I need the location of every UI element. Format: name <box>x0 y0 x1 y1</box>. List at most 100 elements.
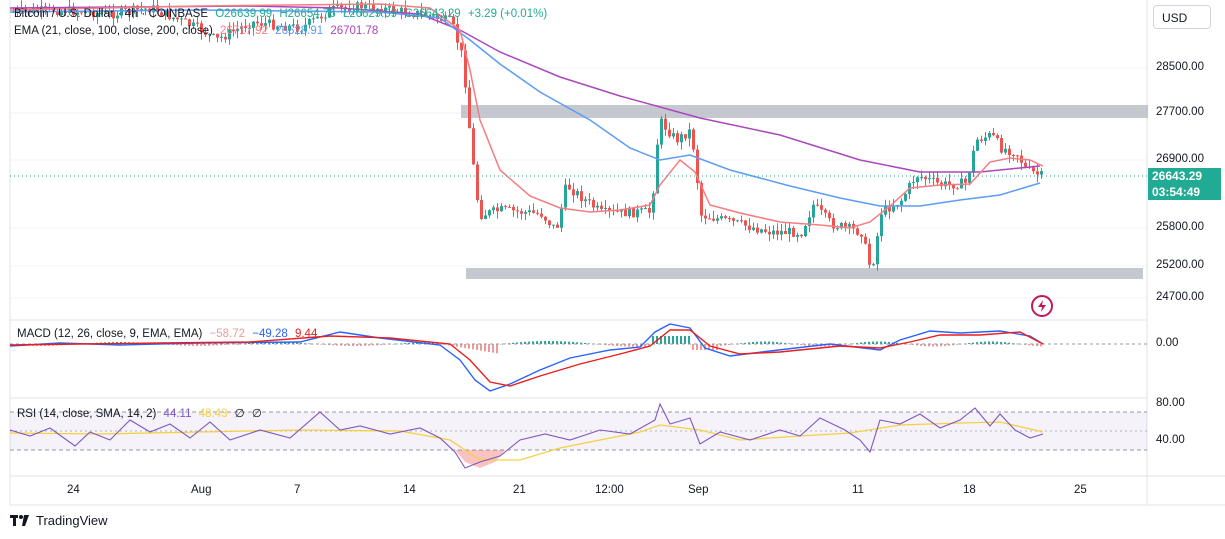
candle-body <box>580 191 583 202</box>
macd-histogram-bar <box>472 344 474 350</box>
candle-body <box>636 209 639 218</box>
macd-histogram-bar <box>196 344 198 346</box>
macd-histogram-bar <box>1004 342 1006 344</box>
rsi-legend[interactable]: RSI (14, close, SMA, 14, 2) 44.11 48.43 … <box>17 406 266 420</box>
candle-body <box>452 16 455 25</box>
candle-body <box>992 133 995 136</box>
lightning-icon[interactable] <box>1031 295 1053 317</box>
candle-body <box>912 182 915 184</box>
candle-body <box>176 17 179 20</box>
candle-body <box>748 225 751 230</box>
macd-histogram-bar <box>908 344 910 345</box>
candle-body <box>548 220 551 226</box>
candle-body <box>528 210 531 213</box>
candle-body <box>956 188 959 190</box>
candle-body <box>664 118 667 130</box>
macd-histogram-bar <box>188 344 190 346</box>
candle-body <box>792 227 795 237</box>
macd-histogram-bar <box>988 341 990 344</box>
candle-body <box>480 200 483 220</box>
time-axis-label: 7 <box>294 484 301 496</box>
rsi-extra-2: ∅ <box>251 408 262 420</box>
candle-body <box>696 149 699 184</box>
candle-body <box>280 25 283 27</box>
candle-body <box>572 189 575 196</box>
macd-histogram-bar <box>200 344 202 346</box>
candle-body <box>264 23 267 26</box>
candle-body <box>316 16 319 19</box>
rsi-sma-line <box>9 421 1044 461</box>
time-axis-label: 24 <box>67 484 80 496</box>
candle-body <box>472 128 475 165</box>
candle-body <box>360 2 363 9</box>
ema-legend[interactable]: EMA (21, close, 100, close, 200, close) … <box>14 25 382 37</box>
ema200-value: 26701.78 <box>330 25 379 37</box>
candle-body <box>796 234 799 237</box>
candle-body <box>300 31 303 33</box>
candle-body <box>276 26 279 30</box>
time-axis-label: 21 <box>513 484 526 496</box>
candle-body <box>248 27 251 29</box>
macd-histogram-bar <box>696 344 698 350</box>
candle-body <box>652 193 655 213</box>
macd-histogram-bar <box>880 341 882 344</box>
macd-histogram-bar <box>1032 344 1034 346</box>
brand-name: TradingView <box>36 513 108 528</box>
currency-button[interactable]: USD <box>1153 5 1211 29</box>
candle-body <box>848 223 851 227</box>
macd-histogram-bar <box>956 344 958 345</box>
symbol-legend[interactable]: Bitcoin / U.S. Dollar · 4h · COINBASE O266… <box>14 8 548 20</box>
candle-body <box>964 178 967 183</box>
macd-histogram-bar <box>632 344 634 347</box>
candle-body <box>236 28 239 32</box>
macd-histogram-bar <box>584 342 586 344</box>
ema200-line <box>9 5 1041 173</box>
candle-body <box>660 118 663 145</box>
macd-histogram-bar <box>208 344 210 346</box>
macd-histogram-bar <box>260 342 262 344</box>
candle-body <box>972 150 975 173</box>
candle-body <box>292 24 295 26</box>
macd-histogram-bar <box>296 342 298 344</box>
macd-histogram-bar <box>676 336 678 344</box>
candle-body <box>856 228 859 235</box>
candle-body <box>60 10 63 16</box>
macd-histogram-bar <box>980 341 982 344</box>
candle-body <box>340 4 343 8</box>
candle-body <box>204 32 207 35</box>
candle-body <box>928 178 931 180</box>
resistance-zone[interactable] <box>461 105 1148 118</box>
tradingview-logo[interactable]: TradingView <box>10 513 108 528</box>
macd-histogram-bar <box>468 344 470 349</box>
macd-histogram-bar <box>452 344 454 346</box>
time-axis-label: 14 <box>403 484 416 496</box>
candle-body <box>348 8 351 12</box>
candle-body <box>860 234 863 237</box>
candle-body <box>708 218 711 220</box>
candle-body <box>632 207 635 218</box>
macd-histogram-bar <box>364 344 366 346</box>
macd-histogram-bar <box>612 344 614 346</box>
macd-histogram-bar <box>1028 344 1030 346</box>
candle-body <box>344 7 347 9</box>
candle-body <box>588 199 591 201</box>
macd-legend[interactable]: MACD (12, 26, close, 9, EMA, EMA) −58.72… <box>17 328 321 340</box>
candle-body <box>112 11 115 19</box>
candle-body <box>460 42 463 51</box>
macd-histogram-bar <box>916 344 918 346</box>
interval: 4h <box>124 8 138 20</box>
macd-histogram-bar <box>172 344 174 346</box>
support-zone[interactable] <box>466 268 1143 279</box>
candle-body <box>684 134 687 139</box>
candle-body <box>772 230 775 235</box>
macd-histogram-bar <box>248 343 250 344</box>
candle-body <box>224 36 227 40</box>
macd-histogram-bar <box>488 344 490 352</box>
candle-body <box>692 129 695 150</box>
candle-body <box>932 177 935 179</box>
rsi-axis-label: 40.00 <box>1156 434 1185 446</box>
candle-body <box>544 216 547 221</box>
macd-histogram-bar <box>872 341 874 344</box>
macd-histogram-bar <box>272 342 274 344</box>
